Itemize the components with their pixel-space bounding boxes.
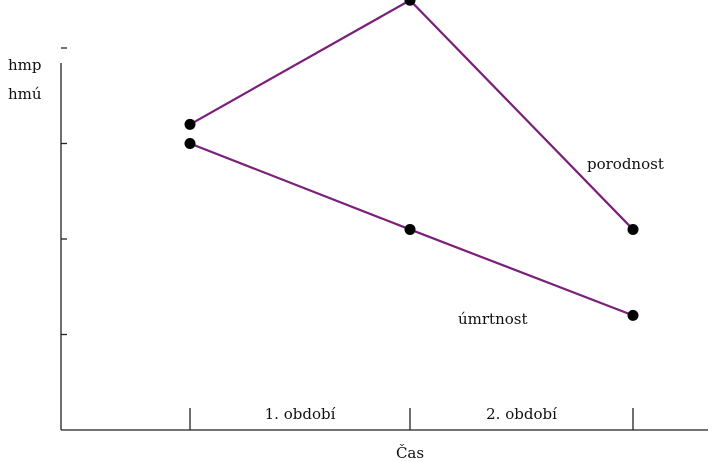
series-line-porodnost: [189, 0, 634, 231]
data-point-umrtnost: [627, 309, 639, 321]
y-axis-label-line-1: hmp: [8, 56, 42, 74]
axes: [60, 63, 708, 431]
series-label-porodnost: porodnost: [587, 155, 664, 173]
y-axis-label-line-2: hmú: [8, 85, 42, 103]
data-point-umrtnost: [184, 138, 196, 149]
data-point-porodnost: [184, 118, 196, 130]
x-axis-label: Čas: [396, 444, 424, 461]
data-point-porodnost: [404, 0, 416, 6]
x-ticks: [189, 408, 634, 430]
labels-layer: hmp hmú Čas 1. období 2. období porodnos…: [8, 56, 664, 461]
series-label-umrtnost: úmrtnost: [458, 310, 528, 328]
y-ticks: [61, 47, 67, 336]
series-layer: [184, 0, 639, 321]
data-point-porodnost: [627, 223, 639, 235]
period-label-2: 2. období: [486, 405, 557, 423]
data-point-umrtnost: [404, 223, 416, 235]
period-label-1: 1. období: [265, 405, 336, 423]
